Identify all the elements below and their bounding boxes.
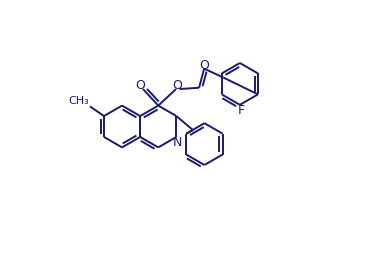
Text: O: O bbox=[136, 79, 145, 91]
Text: CH₃: CH₃ bbox=[68, 96, 89, 106]
Text: O: O bbox=[172, 79, 182, 91]
Text: F: F bbox=[238, 104, 245, 116]
Text: O: O bbox=[199, 58, 209, 71]
Text: N: N bbox=[173, 136, 183, 148]
